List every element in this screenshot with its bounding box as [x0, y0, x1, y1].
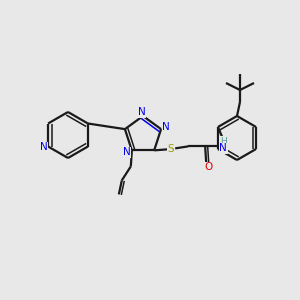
Text: S: S [168, 144, 175, 154]
Text: H: H [220, 137, 226, 146]
Text: N: N [123, 147, 131, 158]
Text: N: N [162, 122, 170, 132]
Text: N: N [138, 107, 146, 117]
Text: O: O [204, 162, 212, 172]
Text: N: N [40, 142, 48, 152]
Text: N: N [219, 143, 227, 153]
